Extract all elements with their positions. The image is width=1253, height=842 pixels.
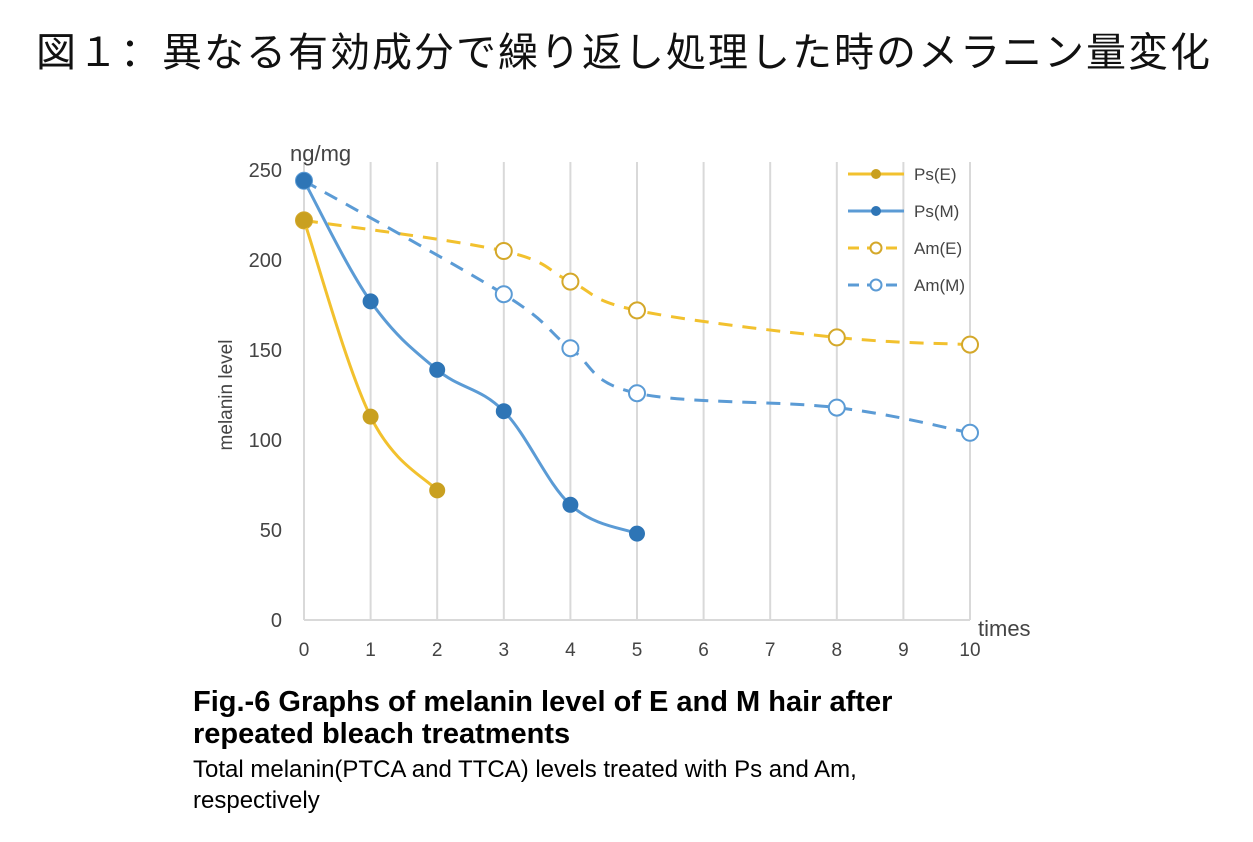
caption-title: Fig.-6 Graphs of melanin level of E and … [193,686,1193,750]
legend-marker [869,241,883,255]
legend: Ps(E) Ps(M) Am(E) Am(M) [848,165,965,295]
y-tick-label: 250 [249,160,282,182]
legend-label: Am(E) [914,239,962,258]
page-title: 図１：異なる有効成分で繰り返し処理した時のメラニン量変化 [36,30,1212,76]
legend-marker [871,206,881,216]
series-line-ps-m [302,180,638,536]
series-line-am-m [303,179,971,435]
y-tick-label: 50 [260,520,282,542]
caption-sub-line1: Total melanin(PTCA and TTCA) levels trea… [193,756,857,783]
legend-item-am-m: Am(M) [848,276,965,295]
data-point-am-m [494,285,513,304]
caption-title-line2: repeated bleach treatments [193,718,571,750]
series-ps-e [296,212,446,499]
y-tick-label: 150 [249,340,282,362]
x-tick-label: 7 [765,640,776,661]
legend-item-ps-e: Ps(E) [848,165,957,184]
caption-title-line1: Fig.-6 Graphs of melanin level of E and … [193,686,893,718]
legend-item-am-e: Am(E) [848,239,962,258]
legend-marker [869,278,883,292]
x-tick-label: 9 [898,640,909,661]
figure-caption: Fig.-6 Graphs of melanin level of E and … [193,686,1193,816]
series-layer [295,171,979,542]
data-point-ps-m [629,525,645,542]
legend-label: Am(M) [914,276,965,295]
data-point-am-e [827,328,846,347]
x-tick-label: 1 [365,640,376,661]
data-point-am-e [561,272,580,291]
data-point-ps-e [429,482,446,499]
y-tick-label: 200 [249,250,282,272]
x-tick-label: 5 [632,640,643,661]
legend-label: Ps(E) [914,165,957,184]
series-line-ps-e [302,219,439,492]
data-point-am-m [628,384,646,403]
series-line-am-e [303,218,971,347]
data-point-ps-m [562,496,579,513]
x-tick-label: 3 [499,640,510,661]
data-point-am-m [827,398,846,417]
caption-description: Total melanin(PTCA and TTCA) levels trea… [193,754,1193,816]
y-unit-label: ng/mg [290,141,351,166]
data-point-ps-m [296,172,312,189]
data-point-am-m [961,423,979,442]
data-point-am-m [561,339,580,358]
data-point-ps-m [429,361,446,378]
data-point-ps-e [296,212,312,229]
data-point-ps-m [495,403,512,420]
legend-label: Ps(M) [914,202,959,221]
x-tick-label: 6 [698,640,709,661]
y-tick-label: 0 [271,610,282,632]
x-axis-label: times [978,616,1031,641]
data-point-am-e [494,242,513,260]
x-tick-label: 2 [432,640,443,661]
legend-marker [871,169,881,179]
y-axis-label: melanin level [216,340,237,451]
series-ps-m [296,172,645,542]
x-tick-label: 4 [565,640,576,661]
x-tick-label: 8 [832,640,843,661]
x-tick-label: 10 [959,640,980,661]
data-point-ps-e [362,408,379,425]
caption-sub-line2: respectively [193,787,320,814]
data-point-am-e [628,301,646,320]
data-point-ps-m [362,293,379,310]
y-tick-label: 100 [249,430,282,452]
data-point-am-e [961,335,979,354]
grid-layer [303,162,971,621]
legend-item-ps-m: Ps(M) [848,202,959,221]
x-tick-label: 0 [299,640,310,661]
